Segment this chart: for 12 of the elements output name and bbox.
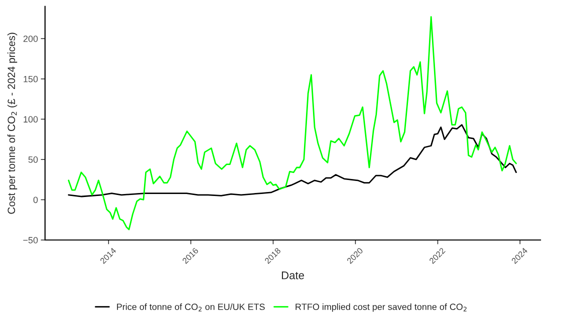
y-tick-label: 0	[33, 196, 38, 204]
y-tick-label: 150	[24, 76, 38, 82]
legend-label: Price of tonne of CO$_{2}$ on EU/UK ETS	[117, 303, 265, 312]
x-axis-title: Date	[282, 272, 304, 280]
y-tick-label: 200	[23, 36, 38, 42]
y-axis-title: Cost per tonne of CO$_{2}$ (£ - 2024 prices)	[7, 32, 18, 214]
line-series	[68, 124, 517, 198]
y-tick-label: −50	[23, 236, 38, 244]
y-tick-label: 50	[28, 156, 38, 163]
y-tick-label: 100	[24, 116, 38, 123]
line-series	[68, 16, 517, 230]
legend-label: RTFO implied cost per saved tonne of CO$_{2}$	[296, 303, 467, 312]
